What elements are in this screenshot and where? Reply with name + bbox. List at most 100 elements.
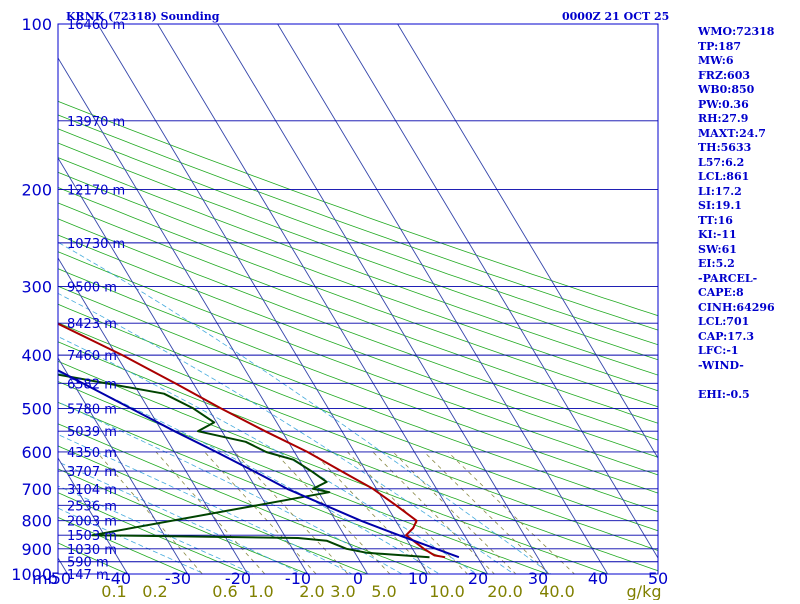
pressure-tick-label: 200 <box>21 181 52 200</box>
index-line: LFC:-1 <box>698 344 739 357</box>
pressure-tick-label: 1000 <box>11 565 52 584</box>
moist-adiabat <box>58 434 353 574</box>
dry-adiabat <box>58 468 309 574</box>
index-line: FRZ:603 <box>698 68 751 82</box>
index-line: EI:5.2 <box>698 257 735 270</box>
moist-adiabat <box>58 241 552 574</box>
index-line: MAXT:24.7 <box>698 126 766 140</box>
pressure-tick-label: 800 <box>21 512 52 531</box>
observation-time: 0000Z 21 OCT 25 <box>562 10 669 23</box>
dry-adiabat <box>58 171 658 392</box>
dry-adiabat <box>58 445 369 574</box>
temperature-tick-label: -50 <box>45 569 71 588</box>
height-label: 13970 m <box>67 115 125 130</box>
mixing-ratio-label: 0.6 <box>212 582 237 600</box>
index-line: TH:5633 <box>698 141 752 154</box>
height-label: 2536 m <box>67 499 117 514</box>
isotherm <box>58 357 189 574</box>
plot-frame <box>57 23 659 575</box>
dry-adiabat <box>58 401 489 574</box>
index-line: -WIND- <box>698 358 744 372</box>
dry-adiabat <box>58 142 658 361</box>
index-line: WB0:850 <box>698 83 755 96</box>
mixing-ratio-label: 0.1 <box>101 582 126 600</box>
index-line: LCL:701 <box>698 315 750 328</box>
height-label: 3104 m <box>67 483 117 498</box>
isotherm <box>58 457 129 574</box>
temperature-tick-label: 0 <box>353 569 363 588</box>
mixing-ratio-line <box>447 451 576 574</box>
dry-adiabat <box>58 251 658 476</box>
mixing-ratio-label: g/kg <box>627 582 662 600</box>
moist-adiabat <box>58 461 304 574</box>
isotherm <box>58 157 309 574</box>
parcel-line <box>58 369 460 559</box>
dry-adiabat <box>58 542 129 574</box>
dry-adiabat <box>58 268 658 494</box>
mixing-ratio-label: 5.0 <box>371 582 396 600</box>
moist-adiabat <box>58 401 403 574</box>
dry-adiabat <box>58 234 658 458</box>
temperature-tick-label: 40 <box>588 569 608 588</box>
pressure-unit-label: mb <box>32 569 58 588</box>
isotherm <box>397 24 658 459</box>
pressure-tick-label: 500 <box>21 399 52 418</box>
dry-adiabat <box>58 187 658 408</box>
mixing-ratio-line <box>347 451 468 574</box>
isotherm <box>58 257 249 574</box>
isotherm <box>337 24 658 559</box>
height-label: 590 m <box>67 556 109 571</box>
dry-adiabat <box>58 423 429 574</box>
index-line: PW:0.36 <box>698 97 749 111</box>
height-label: 1503 m <box>67 529 117 544</box>
height-label: 8423 m <box>67 317 117 332</box>
index-line: RH:27.9 <box>698 112 749 125</box>
mixing-ratio-label: 1.0 <box>248 582 273 600</box>
mixing-ratio-line <box>274 451 391 574</box>
height-label: 16460 m <box>67 18 125 33</box>
index-line: WMO:72318 <box>698 25 775 38</box>
temperature-tick-label: -30 <box>165 569 191 588</box>
station-title: KRNK (72318) Sounding <box>66 10 220 23</box>
index-line: L57:6.2 <box>698 155 745 169</box>
dry-adiabat <box>58 516 189 574</box>
isotherm <box>0 12 15 586</box>
temperature-tick-label: 50 <box>648 569 668 588</box>
temperature-tick-label: -10 <box>285 569 311 588</box>
pressure-tick-label: 300 <box>21 277 52 296</box>
pressure-tick-label: 600 <box>21 443 52 462</box>
height-label: 5039 m <box>67 425 117 440</box>
pressure-tick-label: 400 <box>21 346 52 365</box>
dry-adiabat <box>58 341 658 572</box>
temperature-tick-label: -40 <box>105 569 131 588</box>
height-label: 2003 m <box>67 515 117 530</box>
dry-adiabat <box>58 303 658 532</box>
index-line: CAP:17.3 <box>698 329 755 343</box>
height-label: 3707 m <box>67 465 117 480</box>
index-line: CINH:64296 <box>698 300 775 314</box>
index-line: LCL:861 <box>698 170 750 183</box>
isotherm <box>97 24 429 574</box>
index-line: LI:17.2 <box>698 184 742 198</box>
temperature-tick-label: 30 <box>528 569 548 588</box>
mixing-ratio-line <box>234 451 349 574</box>
index-line: SI:19.1 <box>698 199 742 212</box>
dry-adiabat <box>58 100 658 317</box>
index-line: CAPE:8 <box>698 286 744 299</box>
height-label: 5780 m <box>67 402 117 417</box>
mixing-ratio-label: 2.0 <box>299 582 324 600</box>
pressure-tick-label: 100 <box>21 15 52 34</box>
index-line: KI:-11 <box>698 228 737 241</box>
dry-adiabat <box>58 202 658 424</box>
mixing-ratio-line <box>204 451 317 574</box>
dry-adiabat <box>58 360 609 574</box>
temperature-line <box>58 322 446 559</box>
height-label: 9500 m <box>67 280 117 295</box>
pressure-tick-label: 700 <box>21 480 52 499</box>
dry-adiabat <box>58 128 658 346</box>
height-label: 4350 m <box>67 446 117 461</box>
index-line: TP:187 <box>698 39 742 53</box>
index-line: SW:61 <box>698 242 737 256</box>
